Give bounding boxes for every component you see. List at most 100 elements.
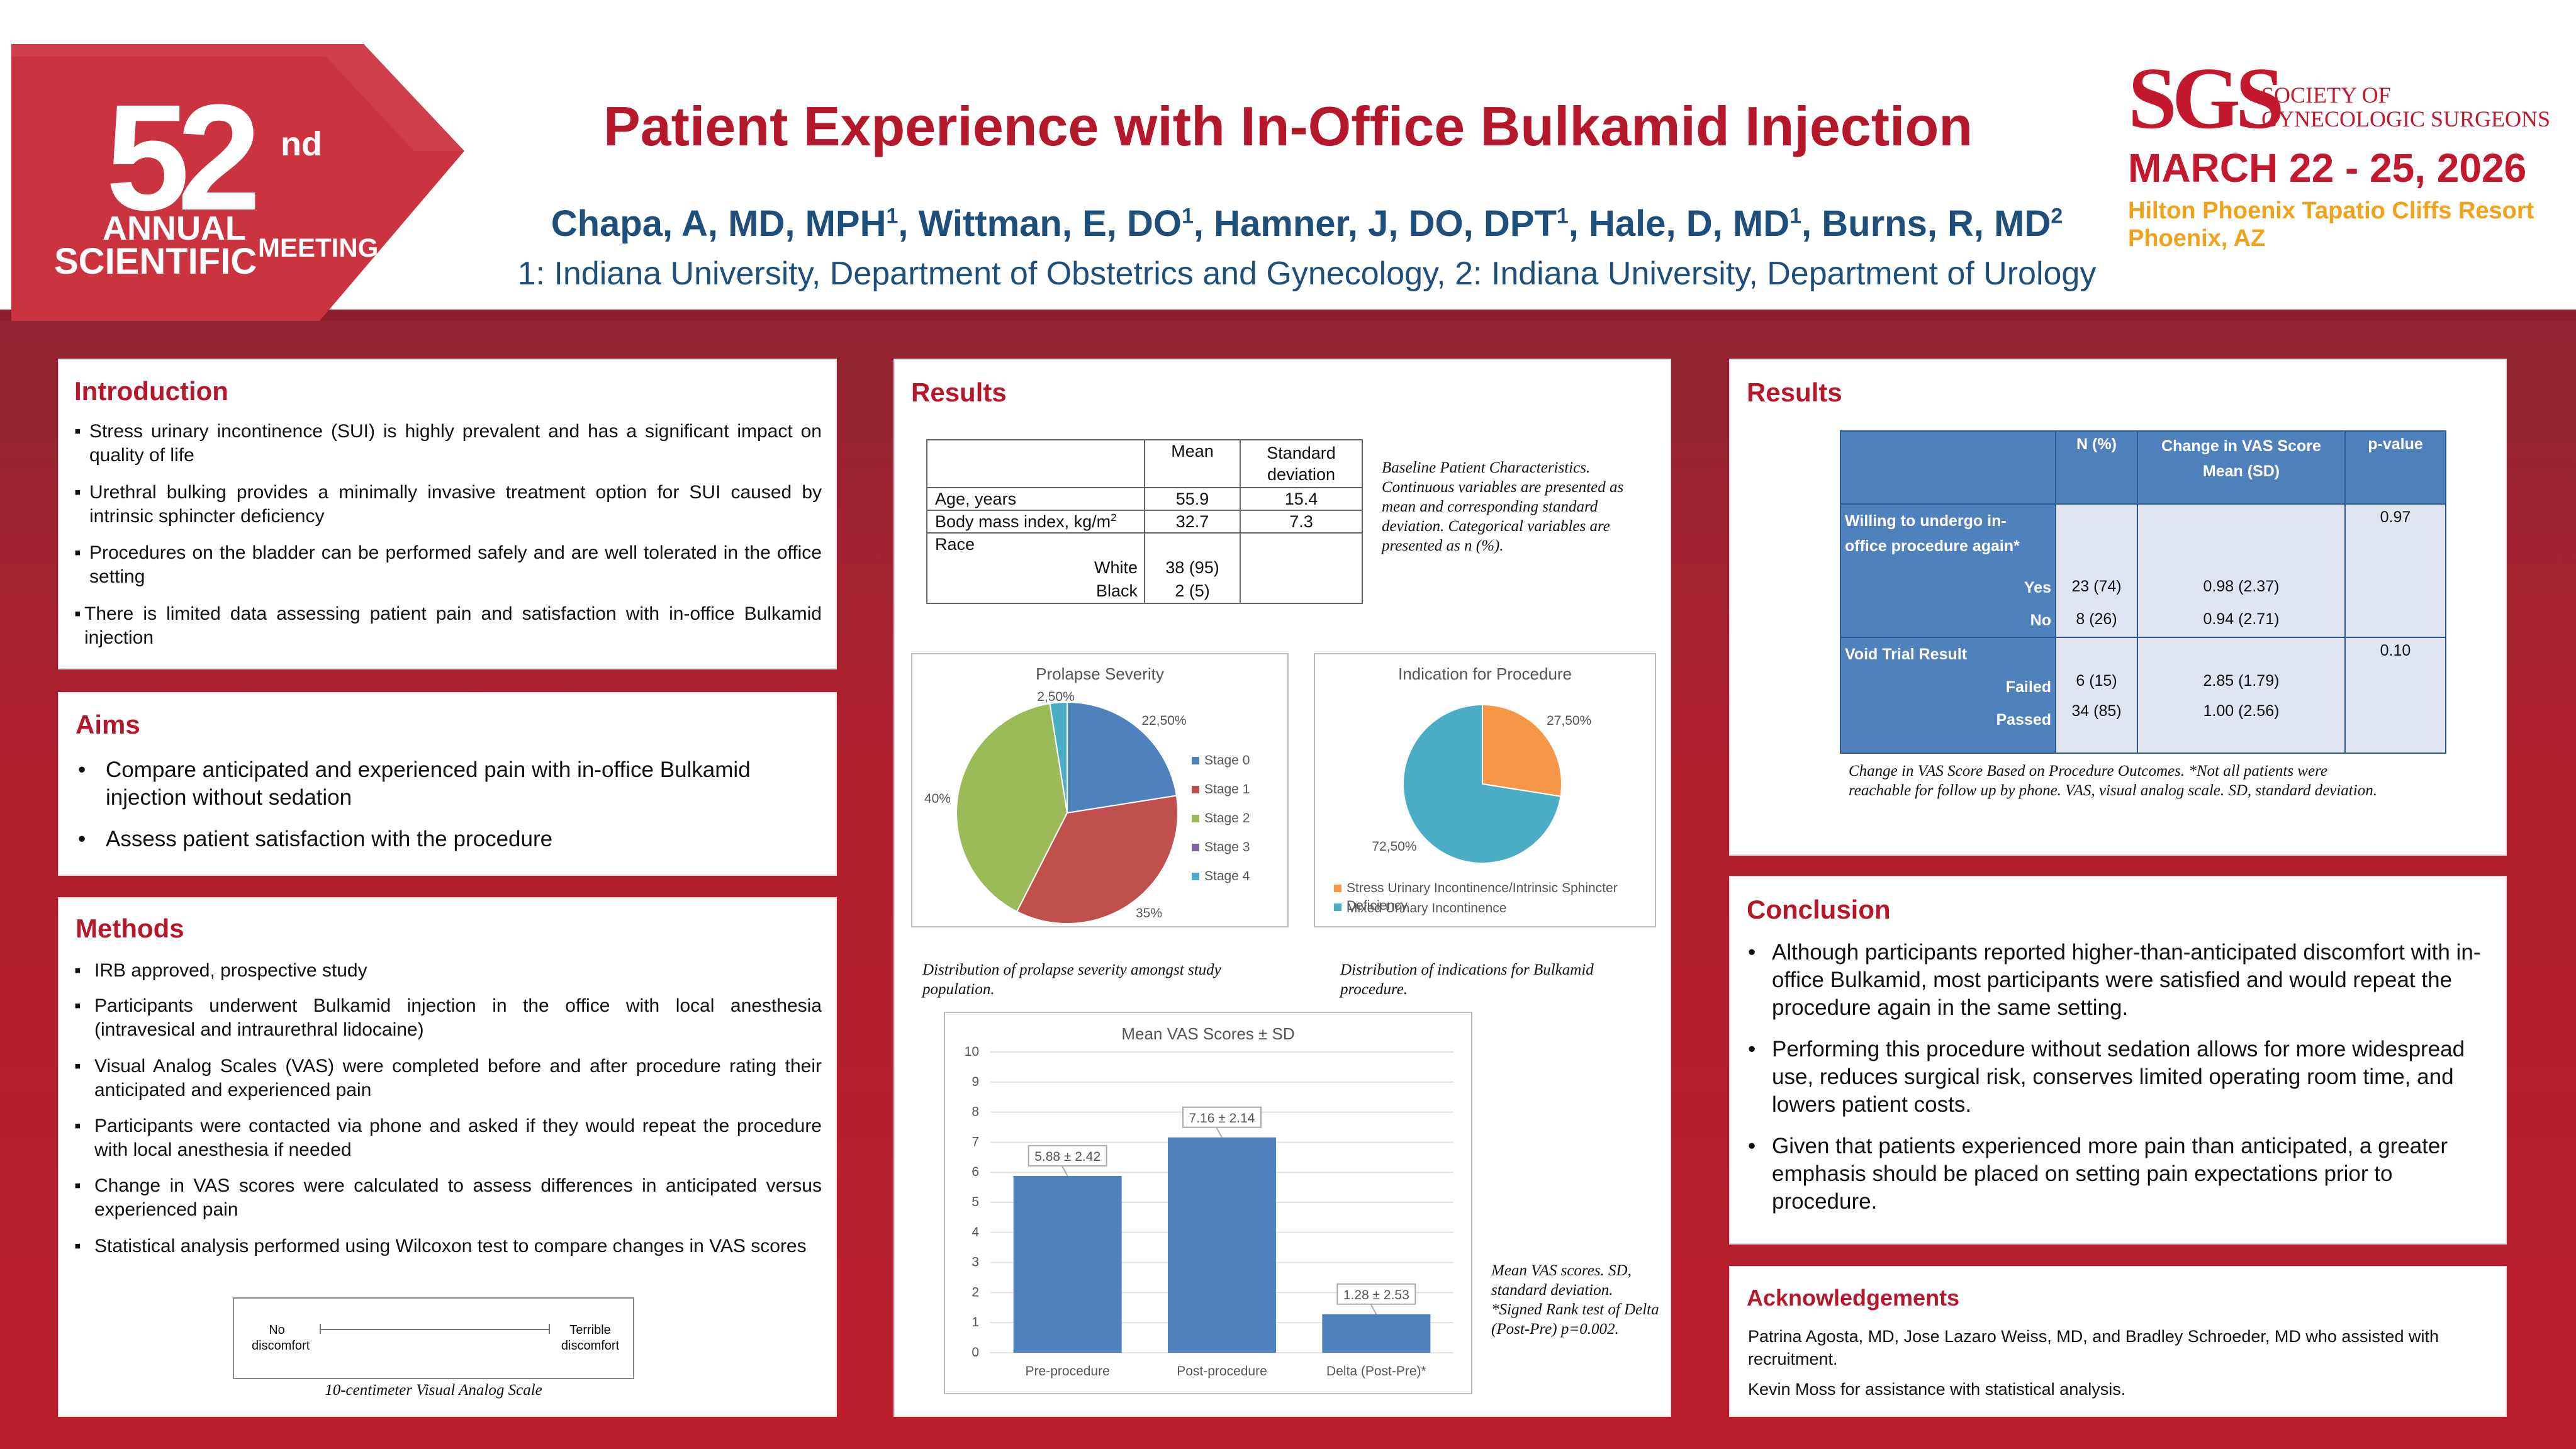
- conclusion-panel: Conclusion • Although participants repor…: [1729, 876, 2507, 1245]
- legend-label: Stage 0: [1204, 753, 1250, 768]
- cell-empty: [1240, 556, 1362, 579]
- y-tick-label: 6: [972, 1165, 979, 1179]
- author-sup: 1: [886, 204, 899, 228]
- vas-right-l1: Terrible: [569, 1323, 611, 1337]
- col-mean: Mean: [1145, 440, 1241, 488]
- aims-bullet-text: Assess patient satisfaction with the pro…: [106, 827, 553, 851]
- n-cell: 6 (15) 34 (85): [2055, 637, 2138, 754]
- y-tick-label: 8: [972, 1105, 979, 1119]
- chart-title: Prolapse Severity: [1036, 664, 1164, 683]
- header-cell-empty: [927, 440, 1145, 488]
- intro-bullet: Procedures on the bladder can be perform…: [74, 541, 822, 589]
- group-label-l2: office procedure again*: [1845, 537, 2020, 555]
- meeting-badge: 52 nd ANNUAL SCIENTIFIC MEETING: [11, 44, 464, 343]
- table-row: Void Trial Result Failed Passed 6 (15) 3…: [1840, 637, 2446, 754]
- badge-shape: [11, 44, 464, 321]
- bullet-dot: •: [78, 758, 86, 782]
- pie-slice-stage-2: [956, 703, 1068, 913]
- col-sd-l2: deviation: [1267, 465, 1336, 484]
- methods-heading: Methods: [76, 914, 184, 943]
- intro-bullet-text: There is limited data assessing patient …: [84, 603, 822, 648]
- chart-title: Mean VAS Scores ± SD: [1121, 1024, 1294, 1043]
- sgs-org-line2: GYNECOLOGIC SURGEONS: [2261, 106, 2551, 131]
- legend-swatch: [1334, 904, 1341, 911]
- methods-bullet-text: Participants underwent Bulkamid injectio…: [94, 995, 822, 1040]
- aims-bullet: • Assess patient satisfaction with the p…: [78, 825, 822, 853]
- cell-empty: [1240, 533, 1362, 556]
- prolapse-severity-chart: Prolapse Severity 22,50% 35% 40% 2,50% Stag…: [911, 653, 1289, 927]
- data-label: 27,50%: [1547, 713, 1591, 728]
- y-tick-label: 5: [972, 1195, 979, 1209]
- vas-left-l1: No: [269, 1323, 285, 1337]
- sgs-org-name: SOCIETY OF GYNECOLOGIC SURGEONS: [2261, 83, 2550, 131]
- author-name: Hale, D, MD: [1589, 203, 1790, 244]
- aims-heading: Aims: [76, 710, 140, 739]
- data-label: 5.88 ± 2.42: [1034, 1150, 1100, 1164]
- baseline-header-row: Mean Standard deviation: [927, 440, 1362, 488]
- legend-label: Stage 1: [1204, 782, 1250, 797]
- conclusion-bullet: • Given that patients experienced more p…: [1748, 1133, 2490, 1216]
- outcomes-table: N (%) Change in VAS Score Mean (SD) p-val…: [1840, 430, 2446, 754]
- author-sup: 1: [1556, 204, 1569, 228]
- row-label: No: [2030, 612, 2051, 629]
- pie-slice-stage-1: [1016, 795, 1179, 924]
- baseline-caption: Baseline Patient Characteristics. Contin…: [1382, 459, 1624, 554]
- data-label: 22,50%: [1141, 713, 1186, 728]
- legend-label-line: Deficiency: [1347, 898, 1408, 913]
- group-label-l1: Void Trial Result: [1845, 646, 1968, 663]
- author-name: Hamner, J, DO, DPT: [1214, 203, 1557, 244]
- change-value: 1.00 (2.56): [2203, 702, 2280, 720]
- vas-bar-chart: Mean VAS Scores ± SD 0 1 2 3 4 5 6 7 8 9 10 Pre-pr…: [944, 1012, 1472, 1394]
- group-label: Void Trial Result Failed Passed: [1840, 637, 2056, 754]
- legend-swatch: [1192, 873, 1199, 880]
- poster-title: Patient Experience with In-Office Bulkam…: [603, 95, 1973, 157]
- acknowledgements-heading: Acknowledgements: [1747, 1285, 1960, 1311]
- authors: Chapa, A, MD, MPH1, Wittman, E, DO1, Ham…: [551, 203, 2063, 244]
- legend-label: Stage 4: [1204, 869, 1250, 883]
- bullet-dot: •: [1748, 1037, 1756, 1061]
- data-label: 7.16 ± 2.14: [1189, 1111, 1255, 1126]
- bullet-dot: •: [1748, 1134, 1756, 1158]
- p-value: 0.10: [2344, 637, 2446, 754]
- data-label-leader: [1060, 1164, 1068, 1177]
- legend-swatch: [1192, 786, 1199, 793]
- race-row-value: 38 (95): [1145, 556, 1241, 579]
- vas-tick-left: [320, 1324, 321, 1334]
- methods-bullet: Visual Analog Scales (VAS) were complete…: [74, 1055, 822, 1102]
- data-label: 40%: [924, 792, 951, 806]
- table-row: Willing to undergo in- office procedure …: [1840, 503, 2446, 638]
- table-row: Black 2 (5): [927, 579, 1362, 603]
- aims-bullet-text: Compare anticipated and experienced pain…: [106, 758, 751, 810]
- row-mean: 55.9: [1145, 488, 1241, 510]
- data-label-box: [1182, 1106, 1262, 1128]
- row-label: Passed: [1996, 711, 2051, 729]
- table-row: Race: [927, 533, 1362, 556]
- bullet-dot: •: [78, 827, 86, 851]
- sgs-logo: SGS: [2128, 50, 2285, 147]
- meeting-venue: Hilton Phoenix Tapatio Cliffs Resort: [2128, 198, 2534, 224]
- badge-suffix: nd: [281, 125, 322, 163]
- change-value: 2.85 (1.79): [2203, 672, 2280, 690]
- vas-scale-figure: No discomfort Terrible discomfort: [233, 1297, 634, 1379]
- data-label: 35%: [1136, 906, 1162, 920]
- author-name: Chapa, A, MD, MPH: [551, 203, 887, 244]
- introduction-heading: Introduction: [74, 376, 228, 406]
- legend-label: Stress Urinary Incontinence/Intrinsic Sp…: [1347, 881, 1618, 913]
- race-row-label: White: [927, 556, 1145, 579]
- row-label: Failed: [2005, 678, 2051, 696]
- y-tick-label: 3: [972, 1255, 979, 1270]
- conclusion-heading: Conclusion: [1747, 895, 1891, 924]
- vas-right-l2: discomfort: [561, 1339, 620, 1353]
- aims-bullet: • Compare anticipated and experienced pa…: [78, 756, 822, 812]
- n-cell: 23 (74) 8 (26): [2055, 503, 2138, 638]
- intro-bullet-text: Procedures on the bladder can be perform…: [89, 542, 822, 587]
- y-tick-label: 4: [972, 1225, 979, 1239]
- affiliations: 1: Indiana University, Department of Obs…: [517, 255, 2097, 292]
- n-value: 23 (74): [2071, 578, 2122, 595]
- x-tick-label: Delta (Post-Pre)*: [1326, 1364, 1426, 1379]
- bullet-dot: •: [1748, 940, 1756, 965]
- pie-slice-stress-urinary-incontinence-intrinsic-sphincter-deficiency: [1482, 703, 1562, 797]
- data-label: 72,50%: [1372, 839, 1416, 854]
- col-change: Change in VAS Score Mean (SD): [2137, 430, 2346, 505]
- methods-bullet: Participants underwent Bulkamid injectio…: [74, 994, 822, 1042]
